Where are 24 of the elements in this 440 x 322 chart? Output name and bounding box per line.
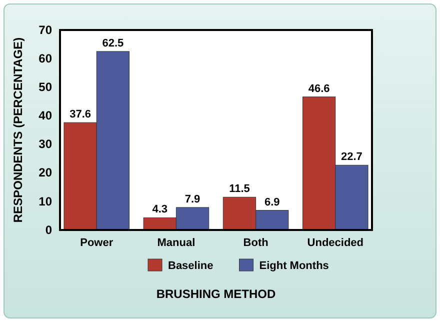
y-tick-label: 20 <box>38 166 52 180</box>
x-tick-label: Power <box>80 236 114 249</box>
x-tick-label: Both <box>243 236 269 249</box>
data-label: 6.9 <box>264 196 280 208</box>
data-label: 46.6 <box>308 82 330 95</box>
data-label: 22.7 <box>340 151 362 164</box>
y-tick-label: 50 <box>38 80 52 94</box>
legend-label: Baseline <box>168 260 214 272</box>
y-tick-label: 10 <box>38 194 52 208</box>
y-tick-label: 60 <box>38 51 52 66</box>
x-axis-title: BRUSHING METHOD <box>156 287 276 301</box>
x-tick-label: Manual <box>157 236 196 249</box>
y-axis-title: RESPONDENTS (PERCENTAGE) <box>11 37 25 223</box>
y-tick-label: 70 <box>38 22 52 37</box>
legend-label: Eight Months <box>259 260 329 272</box>
y-tick-label: 30 <box>38 137 52 152</box>
data-label: 37.6 <box>70 108 92 121</box>
data-label: 4.3 <box>152 204 168 216</box>
data-label: 7.9 <box>184 193 200 206</box>
y-tick-label: 40 <box>38 108 52 123</box>
data-label: 62.5 <box>102 37 124 50</box>
x-tick-label: Undecided <box>307 236 364 249</box>
data-label: 11.5 <box>229 183 250 196</box>
y-tick-label: 0 <box>45 222 52 237</box>
